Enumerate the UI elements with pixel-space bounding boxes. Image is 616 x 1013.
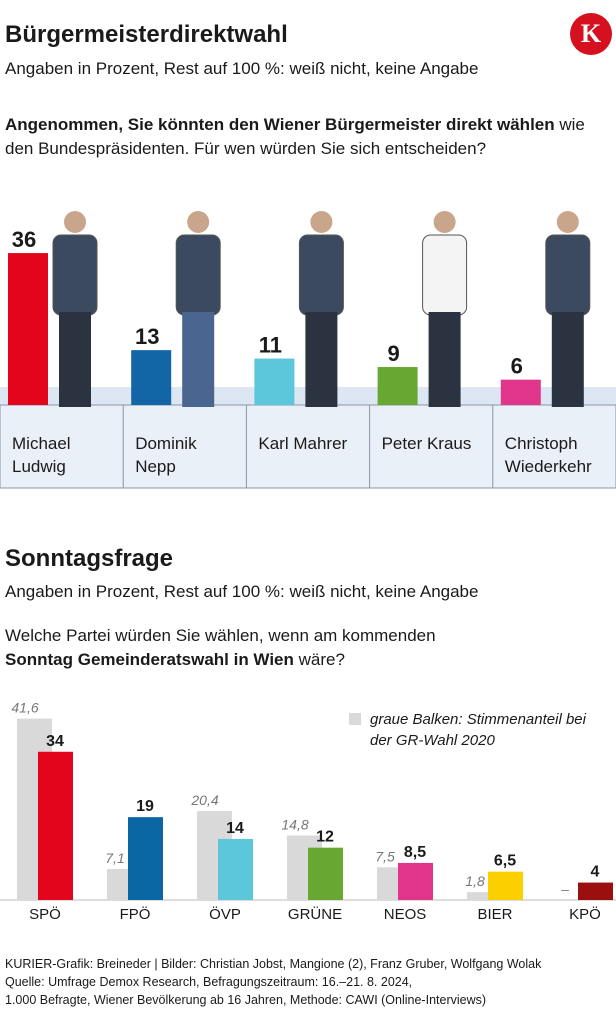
- value-label-2020: 20,4: [190, 792, 218, 808]
- category-label: SPÖ: [29, 905, 61, 923]
- category-label: FPÖ: [120, 905, 151, 923]
- subtitle: Angaben in Prozent, Rest auf 100 %: weiß…: [5, 59, 479, 78]
- question-bold: Sonntag Gemeinderatswahl in Wien: [5, 650, 294, 669]
- value-label: 6,5: [494, 853, 516, 870]
- value-label-2020: 1,8: [465, 873, 485, 889]
- person-head: [187, 211, 210, 233]
- person-body: [545, 234, 591, 316]
- person-photo: [175, 211, 221, 407]
- person-head: [310, 211, 333, 233]
- category-label: Karl Mahrer: [258, 434, 348, 453]
- person-legs: [551, 312, 584, 407]
- value-label-2020: 14,8: [281, 816, 308, 832]
- person-head: [433, 211, 456, 233]
- value-label: 36: [12, 227, 36, 252]
- person-legs: [428, 312, 461, 407]
- person-photo: [298, 211, 344, 407]
- category-label: Peter Kraus: [381, 434, 472, 453]
- bar: [254, 358, 295, 405]
- question-text: wäre?: [293, 650, 345, 669]
- person-legs: [182, 312, 215, 407]
- person-body: [422, 234, 468, 316]
- category-label: KPÖ: [569, 905, 601, 923]
- person-body: [52, 234, 98, 316]
- value-label-2020: 41,6: [11, 700, 38, 716]
- value-label: 9: [387, 341, 399, 366]
- category-label: GRÜNE: [288, 905, 342, 923]
- value-label: 34: [46, 733, 64, 750]
- footer-line: KURIER-Grafik: Breineder | Bilder: Chris…: [5, 957, 542, 971]
- legend-text: graue Balken: Stimmenanteil bei der GR-W…: [370, 711, 586, 749]
- bar: [578, 882, 613, 900]
- value-label-2020: –: [560, 881, 569, 897]
- person-legs: [305, 312, 338, 407]
- bar: [377, 367, 418, 405]
- category-label: Christoph Wiederkehr: [504, 434, 592, 476]
- value-label: 6: [511, 354, 523, 379]
- value-label: 4: [591, 864, 600, 881]
- bar: [308, 847, 343, 900]
- value-label: 11: [259, 333, 282, 358]
- question-text: Welche Partei würden Sie wählen, wenn am…: [5, 626, 436, 645]
- question-bold: Angenommen, Sie könnten den Wiener Bürge…: [5, 115, 555, 134]
- bar: [8, 253, 48, 405]
- value-label: 14: [226, 820, 244, 837]
- person-head: [556, 211, 579, 233]
- bar: [128, 817, 163, 900]
- category-label: Michael Ludwig: [12, 434, 71, 476]
- category-label: ÖVP: [209, 905, 241, 923]
- value-label: 12: [316, 829, 334, 846]
- question: Angenommen, Sie könnten den Wiener Bürge…: [5, 113, 610, 161]
- value-label: 13: [135, 324, 159, 349]
- person-photo: [422, 211, 468, 407]
- title: Bürgermeisterdirektwahl: [5, 21, 288, 48]
- value-label-2020: 7,5: [375, 848, 395, 864]
- category-label: Dominik Nepp: [135, 434, 197, 476]
- title: Sonntagsfrage: [5, 545, 174, 572]
- question-text: wie den Bundespräsidenten. Für wen würde…: [5, 115, 585, 158]
- footer-line: 1.000 Befragte, Wiener Bevölkerung ab 16…: [5, 993, 487, 1007]
- bar-2020: [467, 892, 502, 900]
- value-label: 8,5: [404, 844, 426, 861]
- category-label: NEOS: [384, 906, 427, 923]
- legend-swatch: [349, 713, 361, 725]
- person-body: [175, 234, 221, 316]
- logo: K: [570, 13, 612, 55]
- bar: [38, 751, 73, 900]
- subtitle: Angaben in Prozent, Rest auf 100 %: weiß…: [5, 582, 479, 601]
- footer-line: Quelle: Umfrage Demox Research, Befragun…: [5, 975, 413, 989]
- bar: [218, 838, 253, 900]
- bar: [131, 350, 172, 405]
- person-legs: [59, 312, 91, 407]
- footer: KURIER-Grafik: Breineder | Bilder: Chris…: [5, 955, 541, 1009]
- person-photo: [52, 211, 98, 407]
- question: Welche Partei würden Sie wählen, wenn am…: [5, 624, 485, 672]
- bar: [500, 379, 541, 405]
- value-label-2020: 7,1: [105, 850, 124, 866]
- value-label: 19: [136, 798, 154, 815]
- person-photo: [545, 211, 591, 407]
- bar: [398, 862, 433, 900]
- person-body: [298, 234, 344, 316]
- bar: [488, 871, 523, 900]
- person-head: [64, 211, 86, 233]
- category-label: BIER: [477, 906, 512, 923]
